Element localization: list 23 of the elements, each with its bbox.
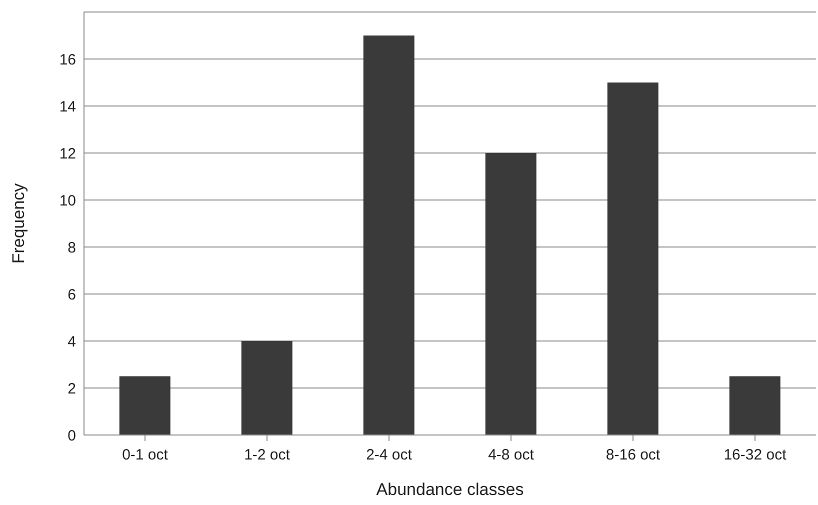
x-tick-label: 2-4 oct [366,446,413,464]
y-tick-label: 0 [68,427,76,444]
x-tick-label: 4-8 oct [488,446,535,464]
y-tick-label: 8 [68,239,76,256]
bar [485,153,536,435]
bar [607,82,658,435]
y-tick-label: 2 [68,380,76,398]
y-tick-label: 14 [59,98,76,116]
x-tick-label: 1-2 oct [244,446,291,464]
x-axis-title: Abundance classes [376,480,524,499]
bar [119,376,170,435]
y-tick-label: 10 [59,192,76,210]
x-tick-label: 8-16 oct [606,446,661,464]
x-tick-label: 0-1 oct [122,446,169,464]
y-tick-label: 12 [59,145,76,162]
x-tick-label: 16-32 oct [724,446,788,464]
bar [729,376,780,435]
y-axis-title: Frequency [9,182,28,264]
bar [363,36,414,435]
y-tick-label: 16 [59,51,76,68]
y-tick-label: 6 [68,286,76,304]
bar [241,341,292,435]
y-tick-label: 4 [68,333,76,350]
